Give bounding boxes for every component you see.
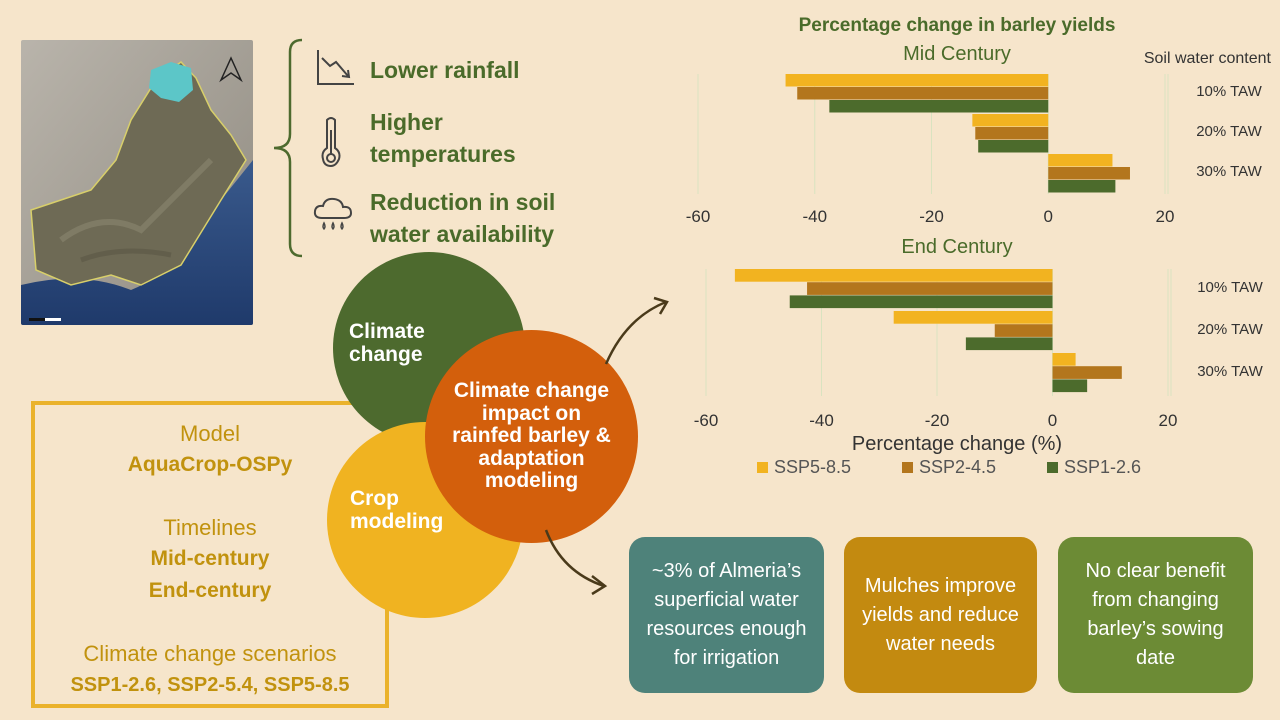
finding-sowing-date-text: No clear benefit from changing barley’s … bbox=[1085, 560, 1226, 669]
bar-end-20taw-ssp245 bbox=[994, 324, 1053, 337]
bar-end-10taw-ssp245 bbox=[807, 282, 1053, 295]
tick-label: -60 bbox=[694, 411, 719, 430]
rain-cloud-icon bbox=[312, 196, 354, 236]
category-label: 30% TAW bbox=[1197, 363, 1263, 380]
tick-label: -60 bbox=[686, 207, 711, 226]
soil-water-legend-title: Soil water content bbox=[1144, 50, 1272, 67]
finding-water-resources: ~3% of Almeria’s superficial water resou… bbox=[629, 537, 824, 693]
yield-change-chart: Percentage change in barley yields Mid C… bbox=[686, 15, 1272, 477]
bar-end-30taw-ssp245 bbox=[1052, 366, 1122, 379]
tick-label: -20 bbox=[925, 411, 950, 430]
finding-sowing-date: No clear benefit from changing barley’s … bbox=[1058, 537, 1253, 693]
model-label: Model bbox=[180, 421, 240, 446]
legend-swatch bbox=[902, 462, 913, 473]
chart-legend: SSP5-8.5 SSP2-4.5 SSP1-2.6 bbox=[757, 457, 1141, 477]
bar-end-20taw-ssp126 bbox=[965, 337, 1053, 351]
x-axis-label: Percentage change (%) bbox=[852, 433, 1062, 455]
category-label: 30% TAW bbox=[1196, 163, 1262, 180]
impact-circle: Climate change impact on rainfed barley … bbox=[425, 330, 638, 543]
bar-mid-10taw-ssp245 bbox=[797, 87, 1049, 100]
tick-label: -40 bbox=[802, 207, 827, 226]
finding-mulches: Mulches improve yields and reduce water … bbox=[844, 537, 1037, 693]
tick-label: -20 bbox=[919, 207, 944, 226]
study-area-map bbox=[21, 40, 253, 325]
legend-label: SSP5-8.5 bbox=[774, 457, 851, 477]
bar-mid-10taw-ssp585 bbox=[785, 74, 1049, 87]
tick-label: -40 bbox=[809, 411, 834, 430]
scenarios-value: SSP1-2.6, SSP2-5.4, SSP5-8.5 bbox=[70, 674, 350, 696]
factor-higher-temperatures: Higher temperatures bbox=[370, 109, 516, 167]
category-label: 10% TAW bbox=[1196, 83, 1262, 100]
factor-soil-water: Reduction in soil water availability bbox=[370, 189, 556, 247]
finding-mulches-text: Mulches improve yields and reduce water … bbox=[862, 574, 1019, 655]
scenarios-label: Climate change scenarios bbox=[83, 641, 337, 666]
crop-modeling-label: Crop modeling bbox=[350, 487, 444, 533]
timelines-label: Timelines bbox=[163, 515, 257, 540]
mid-century-panel: 10% TAW 20% TAW 30% TAW -60 -40 -20 0 20 bbox=[686, 74, 1263, 226]
timeline-end: End-century bbox=[148, 579, 272, 602]
finding-water-resources-text: ~3% of Almeria’s superficial water resou… bbox=[646, 560, 807, 669]
tick-label: 20 bbox=[1156, 207, 1175, 226]
legend-label: SSP1-2.6 bbox=[1064, 457, 1141, 477]
model-value: AquaCrop-OSPy bbox=[127, 453, 293, 476]
category-label: 20% TAW bbox=[1196, 123, 1262, 140]
tick-label: 0 bbox=[1044, 207, 1053, 226]
tick-label: 20 bbox=[1159, 411, 1178, 430]
declining-chart-icon bbox=[314, 48, 356, 88]
end-century-panel: 10% TAW 20% TAW 30% TAW -60 -40 -20 0 20 bbox=[694, 269, 1264, 430]
bar-mid-20taw-ssp245 bbox=[975, 127, 1049, 140]
bar-end-10taw-ssp585 bbox=[734, 269, 1053, 282]
subtitle-end-century: End Century bbox=[901, 236, 1012, 258]
bar-end-30taw-ssp126 bbox=[1052, 379, 1088, 393]
impact-label: Climate change impact on rainfed barley … bbox=[452, 379, 611, 493]
factor-lower-rainfall: Lower rainfall bbox=[370, 57, 520, 83]
bar-end-10taw-ssp126 bbox=[789, 295, 1053, 309]
bar-mid-30taw-ssp585 bbox=[1048, 154, 1113, 167]
bar-mid-30taw-ssp245 bbox=[1048, 167, 1130, 180]
climate-change-label: Climate change bbox=[349, 320, 425, 366]
bar-mid-10taw-ssp126 bbox=[829, 100, 1049, 113]
thermometer-icon bbox=[318, 116, 344, 168]
legend-swatch bbox=[757, 462, 768, 473]
tick-label: 0 bbox=[1048, 411, 1057, 430]
category-label: 10% TAW bbox=[1197, 279, 1263, 296]
bar-mid-30taw-ssp126 bbox=[1048, 180, 1116, 193]
category-label: 20% TAW bbox=[1197, 321, 1263, 338]
bar-end-20taw-ssp585 bbox=[893, 311, 1053, 324]
bar-end-30taw-ssp585 bbox=[1052, 353, 1076, 366]
legend-swatch bbox=[1047, 462, 1058, 473]
bar-mid-20taw-ssp585 bbox=[972, 114, 1049, 127]
arrow-to-findings-icon bbox=[544, 529, 608, 596]
north-arrow-icon bbox=[219, 56, 243, 83]
subtitle-mid-century: Mid Century bbox=[903, 43, 1011, 65]
legend-label: SSP2-4.5 bbox=[919, 457, 996, 477]
factors-brace bbox=[273, 38, 303, 258]
chart-title: Percentage change in barley yields bbox=[799, 15, 1116, 36]
timeline-mid: Mid-century bbox=[150, 547, 270, 570]
bar-mid-20taw-ssp126 bbox=[978, 140, 1049, 153]
arrow-to-chart-icon bbox=[604, 296, 669, 365]
